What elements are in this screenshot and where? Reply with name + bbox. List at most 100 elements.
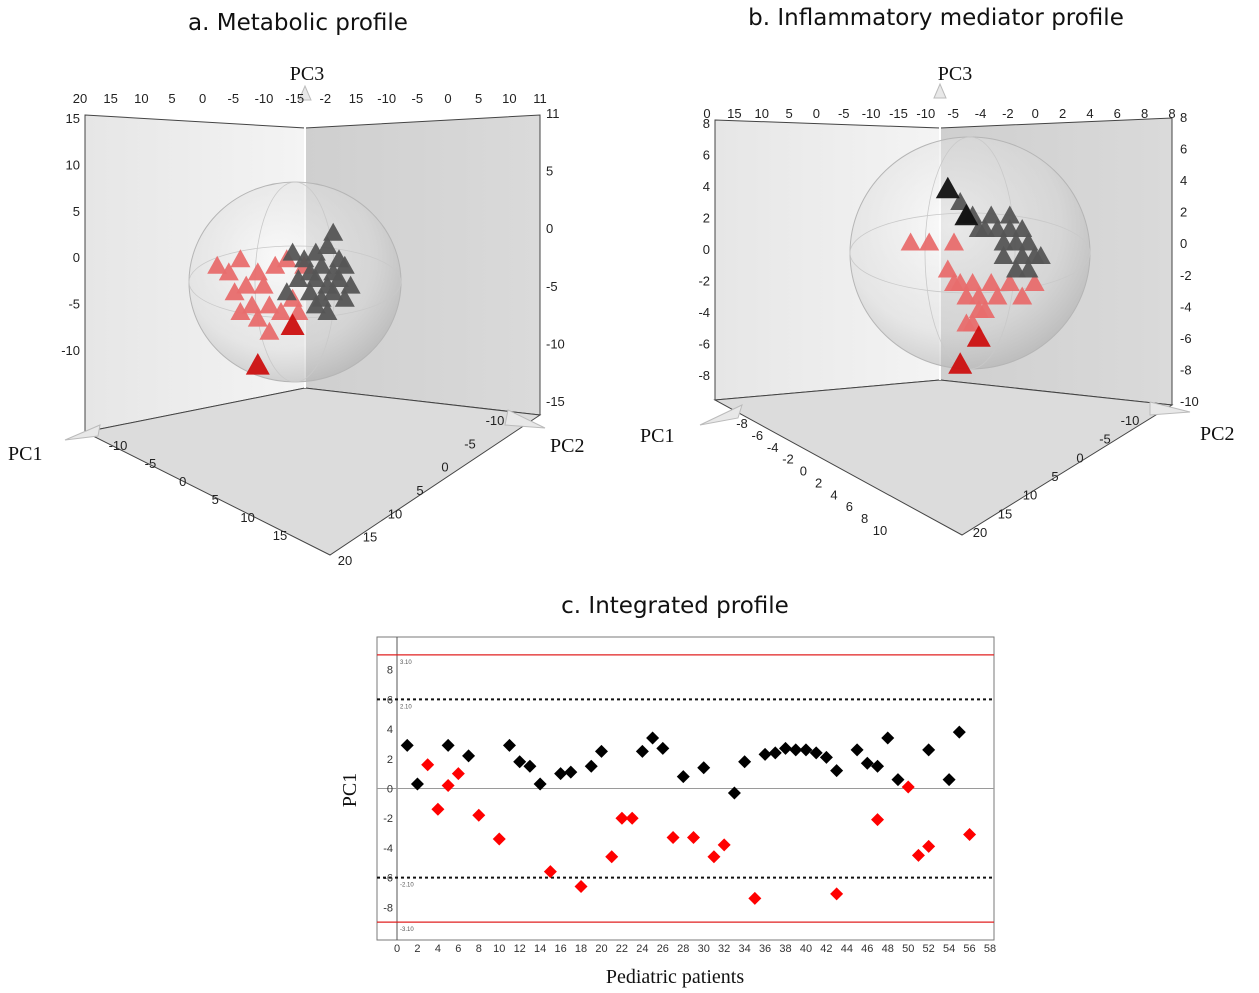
panel-c-x-tick-24: 48 xyxy=(882,943,894,955)
panel-b-point-s0-7 xyxy=(968,286,989,305)
panel-c-x-tick-27: 54 xyxy=(943,943,955,955)
panel-a-point-s1-8 xyxy=(334,255,355,274)
panel-c-point-s0-15 xyxy=(676,770,690,784)
panel-c-point-s0-0 xyxy=(400,738,414,752)
panel-c-point-s1-9 xyxy=(615,811,629,825)
panel-a-top-tick-11: -5 xyxy=(412,91,424,106)
panel-b-pc2-tick-3: 5 xyxy=(1051,469,1058,484)
panel-a-point-s0-3 xyxy=(236,275,257,294)
panel-a-pc2-label: PC2 xyxy=(550,435,584,457)
panel-c-point-s1-4 xyxy=(472,808,486,822)
panel-b-point-s0-17 xyxy=(944,273,964,291)
panel-b-pc1-tick-5: 2 xyxy=(815,475,822,490)
panel-c-x-tick-14: 28 xyxy=(677,943,689,955)
panel-c-x-tick-5: 10 xyxy=(493,943,505,955)
panel-b-point-s1-16 xyxy=(1030,246,1051,264)
panel-b-point-s0-1 xyxy=(919,232,940,251)
panel-b-pc1-tick-8: 8 xyxy=(861,511,868,526)
panel-a-point-s0-1 xyxy=(230,249,251,268)
panel-c-x-tick-28: 56 xyxy=(963,943,975,955)
panel-c-point-s1-7 xyxy=(574,880,588,894)
panel-b-pc3-arrow xyxy=(933,82,947,99)
panel-a-pc1-tick-0: -10 xyxy=(109,438,128,453)
panel-c-point-s0-22 xyxy=(789,743,803,757)
panel-c: c. Integrated profile 3.10 2.10 -2.10 -3.10… xyxy=(339,593,996,988)
panel-c-x-tick-11: 22 xyxy=(616,943,628,955)
panel-c-point-s1-19 xyxy=(911,848,925,862)
panel-a-point-s0-4 xyxy=(247,262,268,281)
panel-a-top-tick-6: -10 xyxy=(255,91,274,106)
panel-a-right-tick-2: 0 xyxy=(546,221,553,236)
panel-b-top-tick-11: -2 xyxy=(1002,106,1014,121)
panel-a-left-tick-3: 0 xyxy=(73,250,80,265)
panel-b-top-tick-9: -5 xyxy=(947,106,959,121)
panel-a-pc3-label: PC3 xyxy=(290,63,324,85)
panel-b-right-tick-3: 2 xyxy=(1180,205,1187,220)
panel-a-top-tick-12: 0 xyxy=(444,91,451,106)
panel-b-top-tick-12: 0 xyxy=(1032,106,1039,121)
panel-b-pc3-label: PC3 xyxy=(938,63,972,85)
panel-b: b. Inflammatory mediator profile PC3 PC1… xyxy=(640,5,1234,540)
panel-c-y-tick-2: -4 xyxy=(383,843,393,855)
panel-a-pc2-tick-6: 20 xyxy=(338,553,352,568)
panel-b-point-s0-12 xyxy=(962,313,983,332)
panel-a-top-tick-2: 10 xyxy=(134,91,148,106)
panel-b-point-s1-10 xyxy=(1018,232,1039,251)
panel-c-point-s0-3 xyxy=(462,749,476,763)
panel-c-ref-label-1: 2.10 xyxy=(400,704,412,710)
panel-c-point-s0-6 xyxy=(523,759,537,773)
panel-b-point-s1-0 xyxy=(950,192,971,210)
panel-a-point-s0-6 xyxy=(253,275,274,294)
panel-b-pc2-tick-1: -5 xyxy=(1099,432,1111,447)
panel-a-top-tick-8: -2 xyxy=(320,91,332,106)
panel-a-top-tick-9: 15 xyxy=(349,91,363,106)
panel-b-pc1-arrow xyxy=(699,404,743,426)
panel-a-left-tick-1: 10 xyxy=(66,157,80,172)
panel-b-top-tick-3: 5 xyxy=(785,106,792,121)
panel-b-pc1-tick-3: -2 xyxy=(782,452,794,467)
panel-a-top-tick-15: 11 xyxy=(533,91,547,106)
panel-a-point-s0-9 xyxy=(259,295,280,314)
panel-a-pc2-arrow xyxy=(504,409,546,429)
panel-c-point-s0-11 xyxy=(594,744,608,758)
panel-a-point-s0-5 xyxy=(224,282,245,301)
panel-b-top-tick-10: -4 xyxy=(975,106,987,121)
panel-b-confidence-sphere xyxy=(849,136,1091,370)
panel-c-point-s1-5 xyxy=(492,832,506,846)
panel-a-point-s2-0 xyxy=(280,313,305,335)
panel-a-top-tick-5: -5 xyxy=(228,91,240,106)
panel-c-x-tick-18: 36 xyxy=(759,943,771,955)
panel-c-x-tick-16: 32 xyxy=(718,943,730,955)
panel-a-pc1-tick-3: 5 xyxy=(212,492,219,507)
panel-a-pc2-tick-5: 15 xyxy=(363,530,377,545)
panel-c-point-s1-8 xyxy=(605,850,619,864)
panel-a-right-tick-5: -15 xyxy=(546,394,565,409)
panel-c-x-tick-17: 34 xyxy=(738,943,750,955)
panel-a-pc1-tick-5: 15 xyxy=(273,528,287,543)
panel-a-top-tick-3: 5 xyxy=(168,91,175,106)
panel-a-right-tick-1: 5 xyxy=(546,164,553,179)
panel-a-pc1-tick-4: 10 xyxy=(240,510,254,525)
panel-c-y-tick-0: -8 xyxy=(383,902,393,914)
panel-a-top-tick-10: -10 xyxy=(377,91,396,106)
panel-c-x-tick-3: 6 xyxy=(455,943,461,955)
panel-c-x-tick-12: 24 xyxy=(636,943,648,955)
panel-b-top-tick-15: 6 xyxy=(1114,106,1121,121)
panel-c-point-s1-2 xyxy=(441,779,455,793)
panel-c-point-s0-31 xyxy=(891,773,905,787)
panel-a-point-s1-0 xyxy=(282,242,303,261)
panel-c-point-s1-20 xyxy=(922,839,936,853)
panel-c-point-s0-33 xyxy=(942,773,956,787)
panel-a-point-s1-20 xyxy=(276,282,297,301)
panel-b-left-tick-7: -6 xyxy=(698,337,710,352)
panel-b-left-tick-2: 4 xyxy=(703,179,710,194)
panel-a-point-s1-16 xyxy=(323,282,344,301)
panel-c-x-tick-6: 12 xyxy=(514,943,526,955)
panel-c-ref-label-3: -3.10 xyxy=(400,927,414,933)
panel-b-right-tick-7: -6 xyxy=(1180,331,1192,346)
panel-c-y-tick-1: -6 xyxy=(383,873,393,885)
panel-b-top-tick-13: 2 xyxy=(1059,106,1066,121)
panel-a-point-s1-2 xyxy=(305,242,326,261)
panel-c-point-s0-25 xyxy=(819,750,833,764)
panel-b-point-s1-15 xyxy=(1018,259,1039,278)
